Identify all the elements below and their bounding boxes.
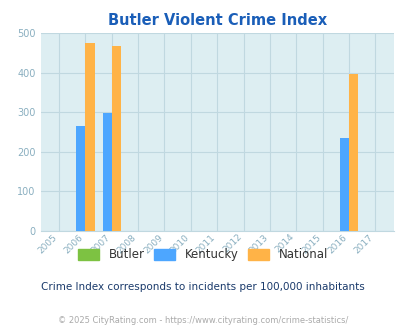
Bar (111, 46, 121, 231)
Legend: Butler, Kentucky, National: Butler, Kentucky, National (73, 244, 332, 266)
Bar (102, 113, 111, 231)
Text: © 2025 CityRating.com - https://www.cityrating.com/crime-statistics/: © 2025 CityRating.com - https://www.city… (58, 316, 347, 325)
Bar (348, 74, 357, 231)
Title: Butler Violent Crime Index: Butler Violent Crime Index (107, 13, 326, 28)
Bar (339, 138, 348, 231)
Bar (76, 126, 85, 231)
Text: Crime Index corresponds to incidents per 100,000 inhabitants: Crime Index corresponds to incidents per… (41, 282, 364, 292)
Bar (85, 43, 94, 231)
